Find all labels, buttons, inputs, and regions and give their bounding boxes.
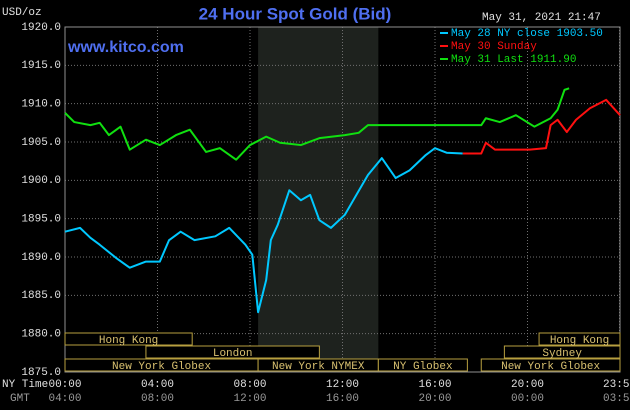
- subtitle: www.kitco.com: [67, 39, 184, 56]
- session-label: New York NYMEX: [272, 361, 365, 373]
- y-tick-label: 1915.0: [21, 60, 61, 72]
- y-tick-label: 1880.0: [21, 329, 61, 341]
- series-line: [64, 87, 570, 161]
- session-label: Sydney: [542, 348, 582, 360]
- x-tick-label: 16:00: [418, 379, 451, 391]
- x2-axis-label: GMT: [10, 393, 30, 405]
- y-tick-label: 1885.0: [21, 290, 61, 302]
- x2-tick-label: 00:00: [511, 393, 544, 405]
- chart-title: 24 Hour Spot Gold (Bid): [199, 4, 392, 23]
- x-tick-label: 12:00: [326, 379, 359, 391]
- y-tick-label: 1895.0: [21, 214, 61, 226]
- timestamp: May 31, 2021 21:47: [482, 12, 601, 24]
- series-line: [64, 147, 463, 314]
- x2-tick-label: 12:00: [233, 393, 266, 405]
- session-bar: [503, 345, 621, 359]
- session-label: Hong Kong: [550, 335, 609, 347]
- session-label: NY Globex: [393, 361, 453, 373]
- x-tick-label: 23:59: [603, 379, 630, 391]
- y-tick-label: 1910.0: [21, 99, 61, 111]
- session-bar: [64, 332, 193, 346]
- legend-label: May 28 NY close 1903.50: [451, 28, 603, 40]
- y-tick-label: 1900.0: [21, 175, 61, 187]
- session-bar: [538, 332, 621, 346]
- y-tick-label: 1905.0: [21, 137, 61, 149]
- x2-tick-label: 03:59: [603, 393, 630, 405]
- series-line: [462, 98, 621, 155]
- x-tick-label: 20:00: [511, 379, 544, 391]
- y-tick-label: 1875.0: [21, 367, 61, 379]
- session-label: London: [213, 348, 253, 360]
- session-bar: [377, 358, 468, 372]
- x2-tick-label: 16:00: [326, 393, 359, 405]
- legend-label: May 30 Sunday: [451, 41, 537, 53]
- session-bar: [480, 358, 621, 372]
- y-tick-label: 1920.0: [21, 22, 61, 34]
- session-label: Hong Kong: [99, 335, 158, 347]
- legend-label: May 31 Last 1911.90: [451, 54, 576, 66]
- session-shade: [258, 27, 379, 372]
- plot-frame: [64, 26, 621, 373]
- x2-tick-label: 04:00: [48, 393, 81, 405]
- session-label: New York Globex: [112, 361, 211, 373]
- x-axis-label: NY Time: [2, 379, 48, 391]
- x-tick-label: 00:00: [48, 379, 81, 391]
- x-tick-label: 08:00: [233, 379, 266, 391]
- x2-tick-label: 20:00: [418, 393, 451, 405]
- y-axis-label: USD/oz: [2, 7, 42, 19]
- session-label: New York Globex: [501, 361, 600, 373]
- x-tick-label: 04:00: [141, 379, 174, 391]
- session-bar: [145, 345, 320, 359]
- y-tick-label: 1890.0: [21, 252, 61, 264]
- x2-tick-label: 08:00: [141, 393, 174, 405]
